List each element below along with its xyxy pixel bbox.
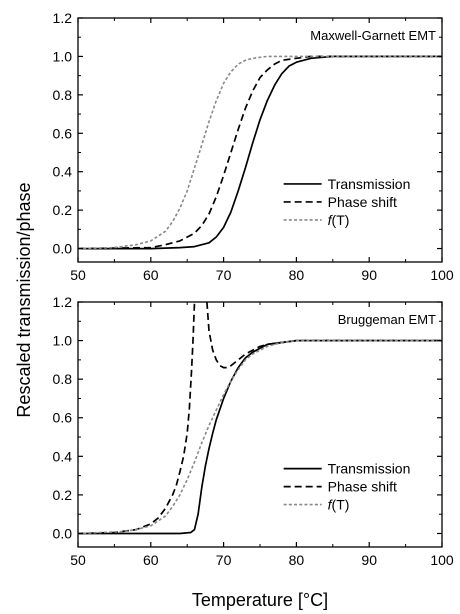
legend-label: Phase shift bbox=[328, 194, 397, 210]
x-tick-label: 100 bbox=[430, 552, 454, 568]
series-group bbox=[78, 55, 442, 250]
series-line-transmission bbox=[78, 339, 442, 535]
y-tick-label: 0.4 bbox=[53, 164, 73, 180]
y-tick-label: 1.0 bbox=[53, 333, 73, 349]
y-axis-label: Rescaled transmission/phase bbox=[14, 182, 34, 417]
x-tick-label: 80 bbox=[289, 267, 305, 283]
series-line-f-t bbox=[78, 339, 442, 535]
y-tick-label: 1.2 bbox=[53, 10, 73, 26]
y-tick-label: 1.0 bbox=[53, 48, 73, 64]
x-tick-label: 50 bbox=[70, 267, 86, 283]
x-tick-label: 80 bbox=[289, 552, 305, 568]
panel-title: Maxwell-Garnett EMT bbox=[310, 28, 436, 43]
plot-frame bbox=[77, 301, 443, 548]
legend-label: Transmission bbox=[328, 461, 411, 477]
series-line-phase-shift bbox=[206, 302, 442, 369]
top-chart-panel: 50 60 70 80 90 100 0.0 0.2 0.4 0.6 0.8 1.0 1.2 Maxwel… bbox=[53, 10, 454, 283]
x-tick-label: 70 bbox=[216, 267, 232, 283]
series-group bbox=[78, 302, 442, 535]
y-tick-label: 0.8 bbox=[53, 87, 73, 103]
legend-label: Transmission bbox=[328, 176, 411, 192]
x-tick-label: 60 bbox=[143, 552, 159, 568]
y-tick-label: 0.0 bbox=[53, 241, 73, 257]
legend: Transmission Phase shift f(T) bbox=[283, 176, 411, 228]
series-line-f-t bbox=[78, 55, 442, 250]
series-line-phase-shift bbox=[78, 55, 442, 250]
x-tick-label: 50 bbox=[70, 552, 86, 568]
legend: Transmission Phase shift f(T) bbox=[283, 461, 411, 513]
legend-label: f(T) bbox=[328, 212, 350, 228]
y-tick-label: 0.0 bbox=[53, 525, 73, 541]
y-tick-label: 0.2 bbox=[53, 487, 73, 503]
y-tick-label: 0.6 bbox=[53, 410, 73, 426]
series-line-transmission bbox=[78, 55, 442, 250]
legend-label: f(T) bbox=[328, 497, 350, 513]
x-tick-label: 100 bbox=[430, 267, 454, 283]
x-tick-label: 60 bbox=[143, 267, 159, 283]
series-line-phase-shift bbox=[78, 302, 196, 535]
x-tick-label: 90 bbox=[361, 552, 377, 568]
y-tick-label: 1.2 bbox=[53, 294, 73, 310]
plot-frame bbox=[77, 17, 443, 263]
legend-label: Phase shift bbox=[328, 479, 397, 495]
panel-title: Bruggeman EMT bbox=[338, 312, 436, 327]
x-axis-label: Temperature [°C] bbox=[192, 590, 328, 610]
bottom-chart-panel: 50 60 70 80 90 100 0.0 0.2 0.4 0.6 0.8 1.0 1.2 Brugge… bbox=[53, 294, 454, 568]
x-tick-label: 70 bbox=[216, 552, 232, 568]
y-tick-label: 0.4 bbox=[53, 448, 73, 464]
y-tick-label: 0.6 bbox=[53, 125, 73, 141]
y-tick-label: 0.2 bbox=[53, 202, 73, 218]
x-tick-label: 90 bbox=[361, 267, 377, 283]
y-tick-label: 0.8 bbox=[53, 371, 73, 387]
